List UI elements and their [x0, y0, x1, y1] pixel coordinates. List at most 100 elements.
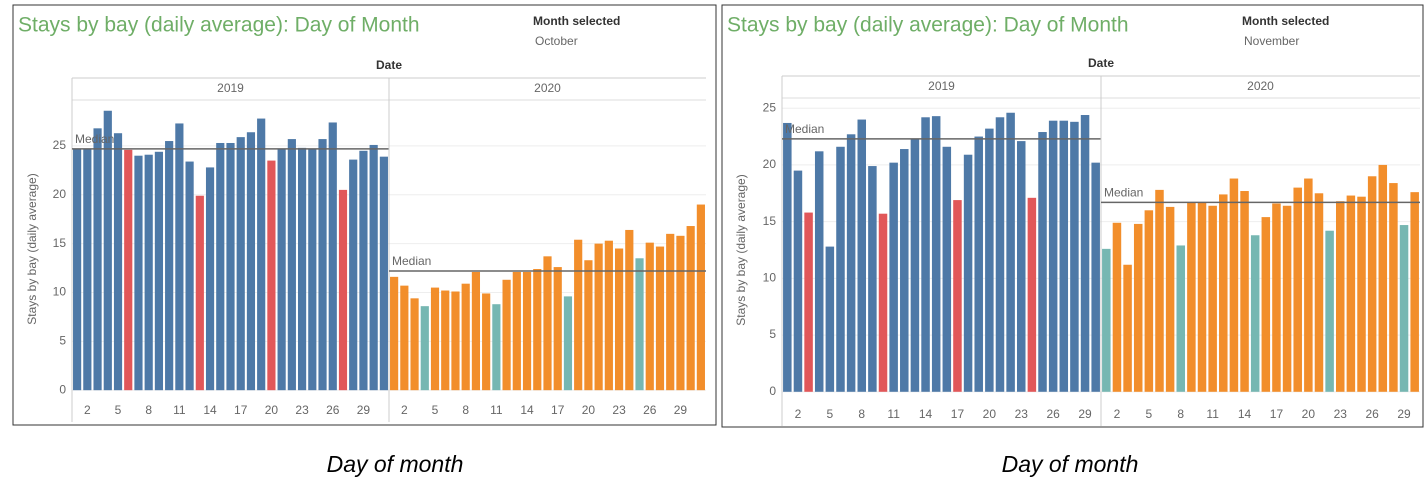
y-tick-label: 10	[53, 285, 67, 299]
y-tick-label: 5	[59, 334, 66, 348]
bar	[696, 204, 705, 391]
bar	[318, 139, 327, 391]
bar	[900, 149, 909, 392]
bar	[471, 271, 481, 391]
bar	[1059, 120, 1069, 392]
bar	[614, 248, 624, 391]
bar	[1325, 230, 1334, 392]
bar	[103, 110, 112, 391]
bar	[1378, 164, 1388, 392]
bar	[512, 271, 521, 391]
bar	[308, 148, 317, 391]
x-tick-label: 5	[432, 403, 439, 417]
bar	[1367, 176, 1377, 392]
month-label: Month selected	[1242, 14, 1329, 28]
bar	[267, 160, 276, 391]
bar	[451, 291, 460, 391]
x-tick-label: 8	[858, 407, 865, 421]
bar	[195, 195, 204, 391]
bar	[963, 154, 973, 392]
x-tick-label: 29	[674, 403, 688, 417]
x-tick-label: 5	[1146, 407, 1153, 421]
bar	[257, 118, 266, 391]
y-axis-label: Stays by bay (daily average)	[25, 173, 39, 324]
caption: Day of month	[1002, 451, 1139, 477]
month-value: November	[1244, 34, 1299, 48]
bar	[1399, 225, 1409, 392]
bar	[942, 146, 952, 392]
x-tick-label: 23	[612, 403, 626, 417]
bar	[400, 285, 409, 391]
bar	[461, 283, 470, 391]
bar	[1144, 210, 1154, 392]
bar	[793, 170, 803, 392]
x-tick-label: 17	[234, 403, 248, 417]
bar	[73, 148, 82, 391]
bar	[1048, 120, 1058, 392]
bar	[502, 279, 511, 391]
x-tick-label: 8	[462, 403, 469, 417]
x-tick-label: 23	[1015, 407, 1029, 421]
bar	[1091, 162, 1100, 392]
y-tick-label: 15	[763, 214, 777, 228]
bar	[814, 151, 824, 392]
panel-name: 2019	[217, 81, 244, 95]
chart-title: Stays by bay (daily average): Day of Mon…	[18, 14, 420, 37]
bar	[390, 276, 399, 391]
median-label: Median	[785, 122, 824, 136]
x-tick-label: 8	[145, 403, 152, 417]
bar	[825, 246, 835, 392]
bar	[910, 138, 920, 392]
bar	[482, 293, 491, 391]
bar	[83, 148, 92, 391]
x-tick-label: 11	[1206, 407, 1219, 421]
header: Date	[376, 58, 402, 72]
bar	[921, 117, 930, 392]
bar	[846, 134, 856, 392]
x-tick-label: 17	[551, 403, 565, 417]
bar	[124, 149, 133, 391]
x-tick-label: 2	[401, 403, 408, 417]
y-tick-label: 10	[763, 271, 777, 285]
bar	[953, 200, 962, 392]
bar	[216, 142, 225, 391]
x-tick-label: 5	[115, 403, 122, 417]
bar	[1410, 192, 1419, 392]
bar	[1335, 201, 1345, 392]
bar	[379, 156, 388, 391]
bar	[113, 133, 123, 391]
bar	[1389, 183, 1398, 392]
month-label: Month selected	[533, 14, 620, 28]
median-label: Median	[1104, 186, 1143, 200]
panel-name: 2019	[928, 79, 955, 93]
y-axis-label: Stays by bay (daily average)	[734, 174, 748, 325]
month-value: October	[535, 34, 578, 48]
chart-title: Stays by bay (daily average): Day of Mon…	[727, 14, 1129, 37]
bar	[974, 136, 983, 392]
bar	[543, 256, 552, 391]
bar	[1123, 264, 1132, 392]
bar	[836, 146, 845, 392]
bar	[604, 240, 613, 391]
x-tick-label: 29	[1078, 407, 1092, 421]
bar	[338, 189, 348, 391]
bar	[857, 119, 867, 392]
bar	[985, 128, 994, 392]
bar	[226, 142, 235, 391]
bar	[625, 229, 634, 391]
bar	[492, 304, 501, 391]
bar	[1102, 248, 1111, 392]
bar	[1027, 197, 1037, 392]
y-tick-label: 0	[59, 382, 66, 396]
bar	[1314, 193, 1324, 392]
x-tick-label: 26	[643, 403, 657, 417]
bar	[574, 239, 583, 391]
bar	[277, 148, 286, 391]
bar	[1133, 223, 1143, 392]
bar	[553, 267, 562, 391]
header: Date	[1088, 56, 1114, 70]
x-tick-label: 29	[357, 403, 371, 417]
bar	[655, 246, 665, 391]
bar	[154, 151, 164, 391]
bar	[328, 122, 337, 391]
